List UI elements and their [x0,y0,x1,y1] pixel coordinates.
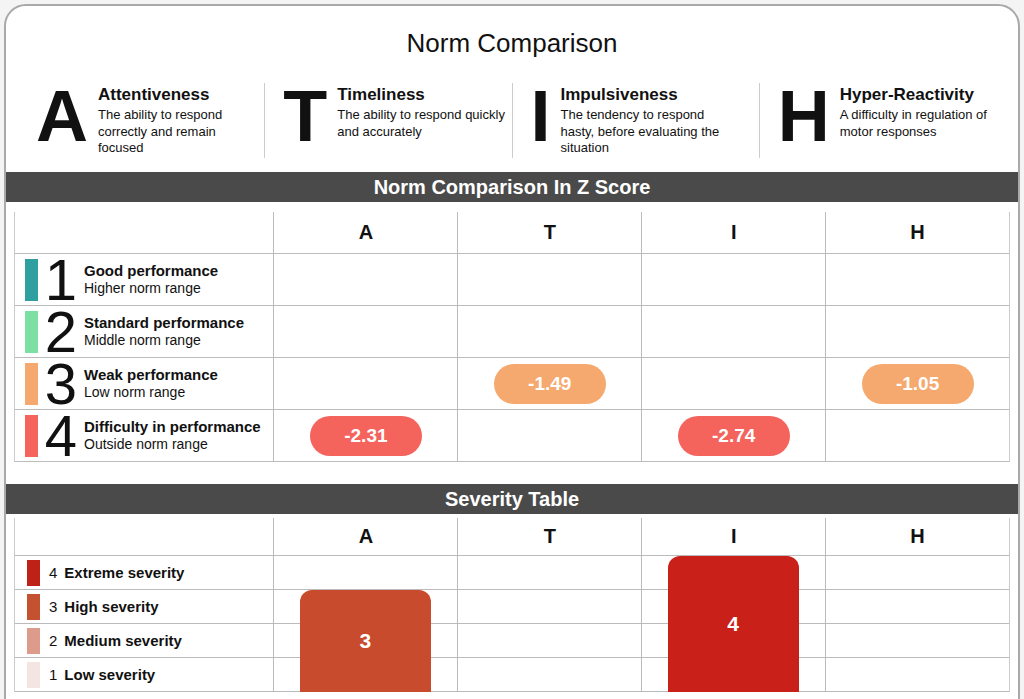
letter-h-icon: H [778,85,828,147]
row-color-swatch [25,415,38,457]
row-color-swatch [25,259,38,301]
severity-color-swatch [27,628,40,654]
severity-row-label-high: 3 High severity [15,590,273,624]
severity-col-header-h: H [825,518,1009,556]
severity-col-header-i: I [641,518,825,556]
legend-title: Hyper-Reactivity [840,85,1000,105]
zscore-col-header-h: H [825,212,1009,254]
row-title: Standard performance [84,314,244,333]
row-color-swatch [25,363,38,405]
legend-item-timeliness: T Timeliness The ability to respond quic… [264,83,511,158]
zscore-table: A T I H 1 Good performance Higher norm r… [14,212,1010,462]
zscore-pill-h: -1.05 [862,364,974,404]
zscore-col-header-t: T [457,212,641,254]
row-color-swatch [25,311,38,353]
zscore-cell-a2 [273,306,457,358]
zscore-cell-h3: -1.05 [825,358,1009,410]
zscore-cell-a3 [273,358,457,410]
row-subtitle: Higher norm range [84,280,218,298]
severity-cell-a-extreme [273,556,457,590]
row-subtitle: Low norm range [84,384,218,402]
zscore-cell-a1 [273,254,457,306]
severity-bar-i: 4 [668,556,799,692]
severity-row-number: 4 [49,564,57,581]
zscore-cell-i1 [641,254,825,306]
severity-row-text: Low severity [64,666,155,683]
legend-description: The ability to respond correctly and rem… [98,107,258,156]
severity-row-label-medium: 2 Medium severity [15,624,273,658]
severity-col-header-t: T [457,518,641,556]
row-subtitle: Middle norm range [84,332,244,350]
zscore-cell-t2 [457,306,641,358]
severity-table: A T I H 4 Extreme severity 3 High severi… [14,518,1010,692]
zscore-cell-i3 [641,358,825,410]
zscore-cell-t3: -1.49 [457,358,641,410]
legend-item-hyper-reactivity: H Hyper-Reactivity A difficulty in regul… [759,83,1006,158]
zscore-cell-t4 [457,410,641,462]
zscore-cell-h1 [825,254,1009,306]
zscore-cell-i2 [641,306,825,358]
zscore-cell-h2 [825,306,1009,358]
severity-row-label-extreme: 4 Extreme severity [15,556,273,590]
row-title: Difficulty in performance [84,418,261,437]
zscore-pill-a: -2.31 [310,416,422,456]
legend-title: Impulsiveness [561,85,736,105]
row-number: 3 [43,361,79,407]
zscore-row-label-4: 4 Difficulty in performance Outside norm… [15,410,273,462]
zscore-pill-i: -2.74 [678,416,790,456]
severity-row-text: High severity [64,598,158,615]
severity-section-header: Severity Table [6,484,1018,514]
zscore-col-header-a: A [273,212,457,254]
report-card: Norm Comparison A Attentiveness The abil… [4,4,1020,699]
severity-cell-h-medium [825,624,1009,658]
severity-row-text: Extreme severity [64,564,184,581]
legend: A Attentiveness The ability to respond c… [18,83,1006,158]
zscore-cell-i4: -2.74 [641,410,825,462]
letter-a-icon: A [36,85,86,147]
severity-cell-t-medium [457,624,641,658]
legend-item-attentiveness: A Attentiveness The ability to respond c… [18,83,264,158]
severity-corner-cell [15,518,273,556]
legend-description: The tendency to respond hasty, before ev… [561,107,736,156]
severity-row-number: 3 [49,598,57,615]
severity-row-text: Medium severity [64,632,182,649]
zscore-cell-a4: -2.31 [273,410,457,462]
zscore-cell-t1 [457,254,641,306]
zscore-pill-t: -1.49 [494,364,606,404]
zscore-col-header-i: I [641,212,825,254]
severity-col-header-a: A [273,518,457,556]
severity-row-number: 2 [49,632,57,649]
letter-i-icon: I [531,85,549,147]
legend-title: Attentiveness [98,85,258,105]
severity-row-label-low: 1 Low severity [15,658,273,692]
severity-cell-h-low [825,658,1009,692]
zscore-section-header: Norm Comparison In Z Score [6,172,1018,202]
legend-description: The ability to respond quickly and accur… [337,107,505,140]
severity-cell-t-extreme [457,556,641,590]
severity-color-swatch [27,560,40,586]
legend-description: A difficulty in regulation of motor resp… [840,107,1000,140]
legend-title: Timeliness [337,85,505,105]
severity-cell-h-high [825,590,1009,624]
row-subtitle: Outside norm range [84,436,261,454]
row-number: 1 [43,257,79,303]
severity-cell-t-high [457,590,641,624]
legend-item-impulsiveness: I Impulsiveness The tendency to respond … [512,83,759,158]
row-title: Weak performance [84,366,218,385]
row-number: 4 [43,413,79,459]
severity-cell-t-low [457,658,641,692]
row-title: Good performance [84,262,218,281]
severity-bar-a: 3 [300,590,431,692]
letter-t-icon: T [283,85,325,147]
zscore-cell-h4 [825,410,1009,462]
severity-row-number: 1 [49,666,57,683]
severity-color-swatch [27,662,40,688]
severity-cell-h-extreme [825,556,1009,590]
row-number: 2 [43,309,79,355]
page-title: Norm Comparison [6,28,1018,59]
severity-color-swatch [27,594,40,620]
